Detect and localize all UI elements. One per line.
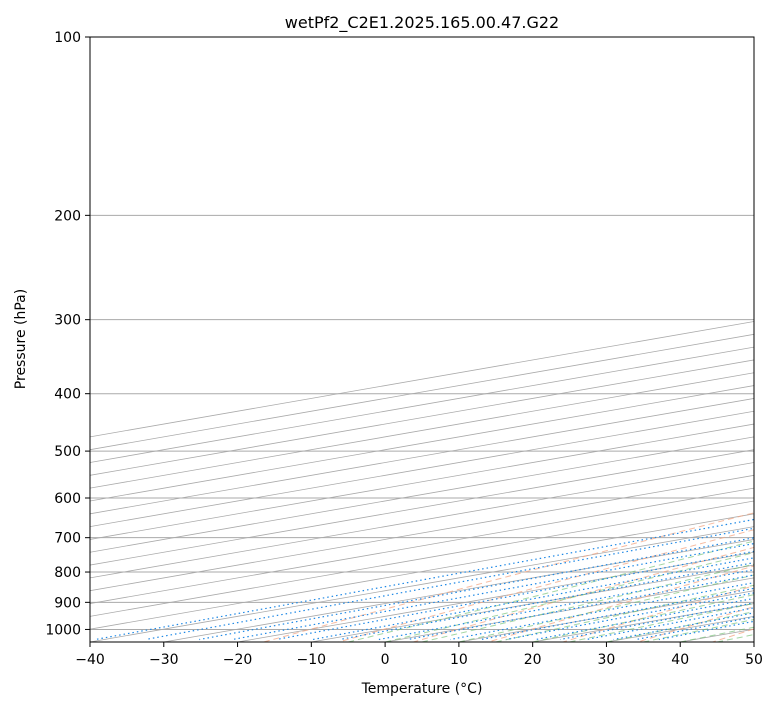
moist-adiabat [569, 602, 754, 642]
isotherm-line [532, 603, 754, 642]
x-tick-label: 30 [598, 652, 616, 668]
moist-adiabat [606, 611, 754, 642]
isotherm-line [90, 487, 754, 604]
x-tick-label: 20 [524, 652, 542, 668]
chart-title: wetPf2_C2E1.2025.165.00.47.G22 [285, 13, 559, 33]
mixing-ratio-line [559, 602, 754, 641]
isotherm-line [163, 539, 754, 642]
mixing-ratio-line [312, 557, 754, 641]
dry-adiabat [413, 546, 754, 642]
x-axis-label: Temperature (°C) [361, 681, 483, 697]
y-tick-label: 100 [54, 30, 81, 46]
moist-adiabat [384, 552, 754, 642]
mixing-ratio-line [586, 607, 754, 641]
dry-adiabat [562, 585, 754, 642]
isotherm-line [90, 526, 754, 642]
x-tick-label: 0 [381, 652, 390, 668]
x-axis-ticks: −40 −30 −20 −10 0 10 20 30 40 50 [75, 642, 763, 668]
isotherm-line [90, 372, 754, 489]
isotherm-line [753, 641, 754, 642]
mixing-ratio-line [378, 569, 754, 641]
isotherm-line [90, 474, 754, 592]
isotherm-line [90, 410, 754, 528]
isotherm-line [90, 398, 754, 515]
x-tick-label: −10 [297, 652, 327, 668]
y-axis-ticks: 100 200 300 400 500 600 700 800 900 1000 [45, 30, 90, 638]
isotherm-line [90, 333, 754, 451]
isotherm-line [90, 462, 754, 579]
y-tick-label: 900 [54, 595, 81, 611]
mixing-ratio-line [505, 592, 754, 641]
isotherm-line [90, 513, 754, 630]
isotherm-line [90, 500, 754, 617]
y-tick-label: 500 [54, 444, 81, 460]
moist-adiabat [495, 584, 754, 642]
mixing-ratio-line [232, 542, 754, 641]
dry-adiabat [263, 512, 754, 642]
isotherm-line [680, 628, 754, 642]
moist-adiabat [643, 618, 754, 642]
x-tick-label: 50 [745, 652, 763, 668]
y-tick-label: 400 [54, 387, 81, 403]
x-tick-label: 10 [450, 652, 468, 668]
isotherm-line [90, 385, 754, 502]
isotherm-line [90, 436, 754, 553]
isotherm-line [90, 449, 754, 566]
isotherm-line [90, 359, 754, 476]
mixing-ratio-line [276, 550, 754, 641]
y-tick-label: 600 [54, 491, 81, 507]
y-tick-label: 200 [54, 208, 81, 224]
background-lines [90, 37, 754, 642]
isotherm-line [90, 423, 754, 540]
isotherm-line [90, 346, 754, 463]
y-tick-label: 700 [54, 531, 81, 547]
y-axis-label: Pressure (hPa) [13, 289, 29, 389]
x-tick-label: −20 [223, 652, 253, 668]
x-tick-label: −30 [149, 652, 179, 668]
x-tick-label: 40 [671, 652, 689, 668]
isotherm-line [90, 321, 754, 438]
isotherm-line [458, 590, 754, 642]
y-tick-label: 1000 [45, 622, 81, 638]
y-tick-label: 800 [54, 565, 81, 581]
x-tick-label: −40 [75, 652, 105, 668]
y-tick-label: 300 [54, 313, 81, 329]
moist-adiabat [421, 563, 754, 642]
mixing-ratio-line [145, 527, 754, 641]
isotherm-line [311, 564, 754, 642]
dry-adiabat [338, 529, 754, 642]
plot-frame [89, 36, 755, 643]
